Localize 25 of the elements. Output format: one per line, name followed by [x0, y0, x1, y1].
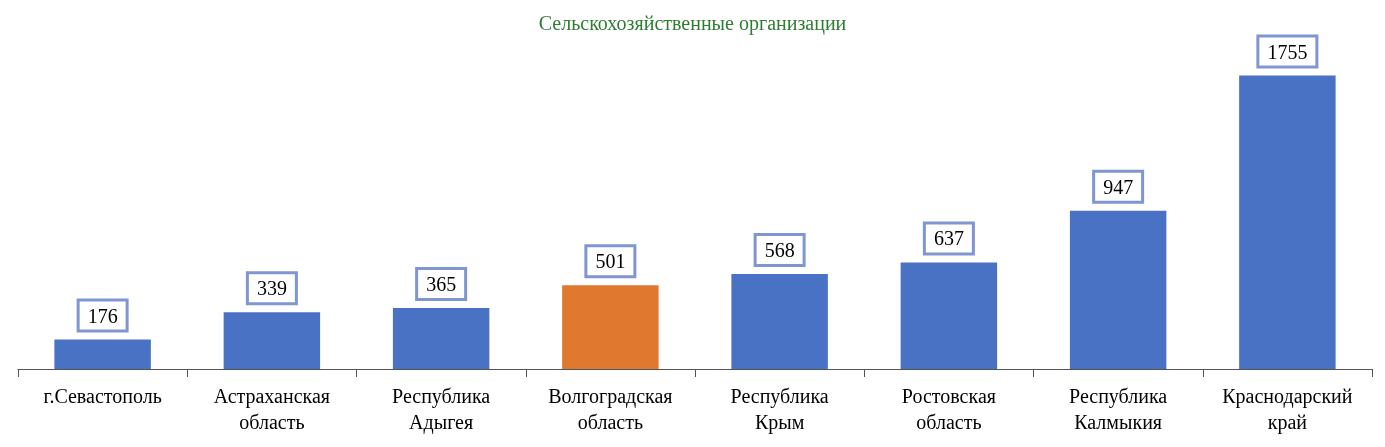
data-label: 176 [87, 304, 118, 327]
data-label: 501 [595, 250, 626, 273]
bar [1239, 75, 1336, 369]
data-label: 1755 [1267, 40, 1308, 63]
x-tick-label: Астраханская область [213, 385, 331, 433]
x-tick-label: Республика Крым [730, 385, 829, 434]
bar [1069, 210, 1167, 369]
data-label: 339 [256, 277, 287, 300]
data-label: 365 [426, 272, 457, 295]
data-label: 568 [764, 239, 795, 262]
bar [223, 312, 321, 369]
x-tick-label: Краснодарский край [1222, 385, 1353, 434]
bar [54, 339, 151, 369]
bar [900, 262, 998, 369]
bar [731, 274, 828, 369]
x-tick-label: Ростовская область [901, 385, 996, 433]
data-label: 637 [933, 227, 964, 250]
x-tick-label: Волгоградская область [548, 385, 673, 433]
x-tick-label: Республика Калмыкия [1069, 385, 1168, 433]
x-tick-label: Республика Адыгея [392, 385, 491, 434]
x-tick-label: г.Севастополь [43, 385, 162, 407]
bar [392, 307, 490, 369]
data-label: 947 [1103, 175, 1134, 198]
bar [562, 285, 659, 369]
chart-title: Сельскохозяйственные организации [538, 12, 847, 35]
